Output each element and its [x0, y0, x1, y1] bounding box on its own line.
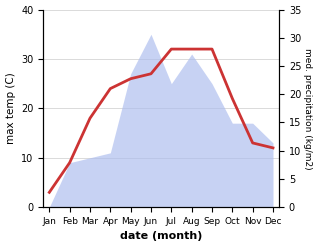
Y-axis label: med. precipitation (kg/m2): med. precipitation (kg/m2) — [303, 48, 313, 169]
Y-axis label: max temp (C): max temp (C) — [5, 72, 16, 144]
X-axis label: date (month): date (month) — [120, 231, 202, 242]
